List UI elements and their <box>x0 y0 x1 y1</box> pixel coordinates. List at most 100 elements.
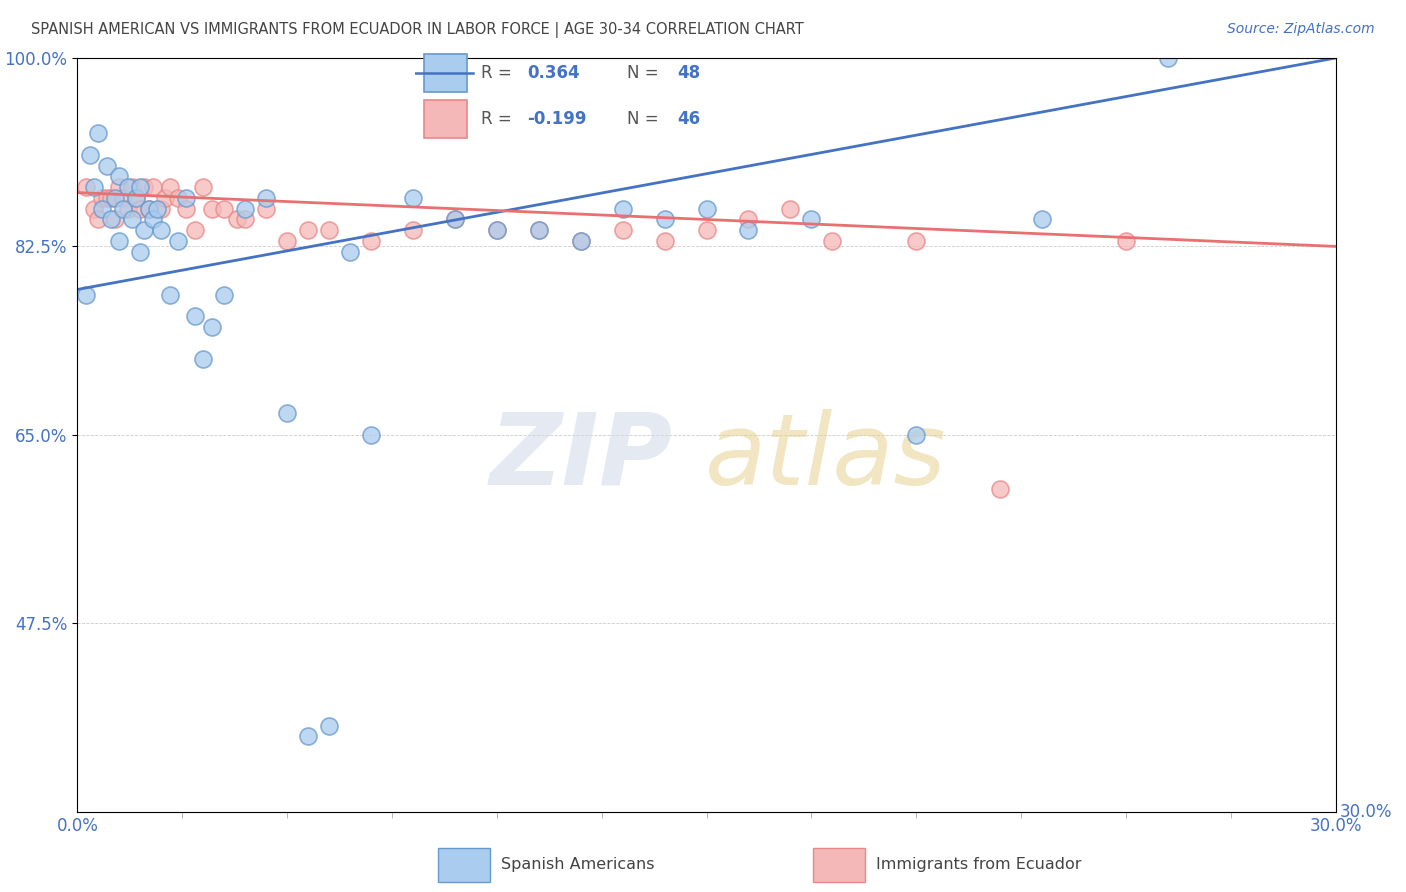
Point <box>737 223 759 237</box>
Point <box>212 288 235 302</box>
Point <box>1157 51 1180 65</box>
Text: 48: 48 <box>678 64 700 82</box>
Point <box>146 202 169 216</box>
Point <box>485 223 508 237</box>
Text: -0.199: -0.199 <box>527 110 586 128</box>
Point <box>167 191 190 205</box>
Point <box>108 180 131 194</box>
Point <box>318 223 340 237</box>
Point <box>1115 234 1137 248</box>
Text: 30.0%: 30.0% <box>1340 803 1392 821</box>
Point <box>112 202 135 216</box>
Text: N =: N = <box>627 64 664 82</box>
Point <box>569 234 592 248</box>
Text: Immigrants from Ecuador: Immigrants from Ecuador <box>876 857 1081 872</box>
Text: 46: 46 <box>678 110 700 128</box>
Point <box>150 223 173 237</box>
Point <box>612 223 634 237</box>
Point <box>129 244 152 259</box>
Point <box>87 212 110 227</box>
Point <box>96 191 118 205</box>
Point <box>800 212 823 227</box>
Point <box>134 223 156 237</box>
Point <box>905 234 928 248</box>
Point <box>100 191 122 205</box>
Text: R =: R = <box>481 64 516 82</box>
Point <box>121 212 143 227</box>
Point <box>297 730 319 744</box>
Point <box>191 352 215 367</box>
Text: Source: ZipAtlas.com: Source: ZipAtlas.com <box>1227 22 1375 37</box>
Text: atlas: atlas <box>706 409 946 506</box>
Point <box>276 406 298 420</box>
Point <box>696 223 718 237</box>
Point <box>200 202 222 216</box>
Point <box>444 212 467 227</box>
Point <box>225 212 247 227</box>
Point <box>737 212 759 227</box>
Point <box>297 223 319 237</box>
Point <box>318 718 340 732</box>
Point <box>96 159 118 173</box>
Point <box>159 180 181 194</box>
Point <box>87 126 110 140</box>
Point <box>91 202 114 216</box>
FancyBboxPatch shape <box>425 100 467 138</box>
Point <box>167 234 190 248</box>
Point <box>117 202 139 216</box>
Point <box>142 212 165 227</box>
Point <box>125 191 148 205</box>
Text: 0.364: 0.364 <box>527 64 579 82</box>
Point <box>485 223 508 237</box>
Text: Spanish Americans: Spanish Americans <box>501 857 655 872</box>
Point <box>176 202 198 216</box>
Point <box>184 223 207 237</box>
Point <box>117 180 139 194</box>
Point <box>402 191 425 205</box>
Point <box>444 212 467 227</box>
Point <box>527 223 550 237</box>
Point <box>129 180 152 194</box>
Point <box>104 212 127 227</box>
Point <box>176 191 198 205</box>
FancyBboxPatch shape <box>813 848 865 881</box>
Point <box>79 148 101 162</box>
Point <box>612 202 634 216</box>
Point <box>233 202 256 216</box>
Point <box>100 212 122 227</box>
Point <box>233 212 256 227</box>
Point <box>125 191 148 205</box>
Point <box>821 234 844 248</box>
Point <box>360 234 382 248</box>
Point <box>129 202 152 216</box>
Point <box>184 310 207 324</box>
Point <box>654 212 676 227</box>
Point <box>112 191 135 205</box>
Point <box>339 244 361 259</box>
Point <box>108 234 131 248</box>
Point <box>138 202 160 216</box>
Point <box>134 180 156 194</box>
FancyBboxPatch shape <box>425 54 467 92</box>
Point <box>159 288 181 302</box>
Point <box>654 234 676 248</box>
Text: N =: N = <box>627 110 664 128</box>
Point <box>779 202 801 216</box>
Point <box>360 427 382 442</box>
Point <box>200 320 222 334</box>
Point <box>191 180 215 194</box>
Point <box>988 482 1011 496</box>
Text: ZIP: ZIP <box>489 409 672 506</box>
Point <box>276 234 298 248</box>
Point <box>104 191 127 205</box>
Point <box>83 202 105 216</box>
Point <box>121 180 143 194</box>
Point <box>254 191 277 205</box>
Point <box>155 191 177 205</box>
Point <box>402 223 425 237</box>
Point <box>75 180 97 194</box>
Point <box>527 223 550 237</box>
Point <box>91 191 114 205</box>
Point <box>150 202 173 216</box>
Point <box>254 202 277 216</box>
